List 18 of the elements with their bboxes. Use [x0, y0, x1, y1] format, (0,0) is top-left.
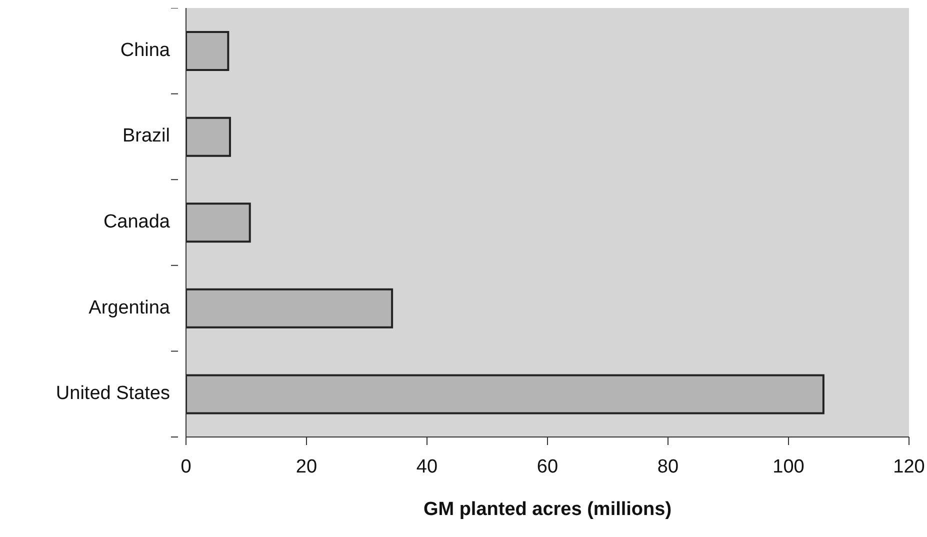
bar	[186, 374, 824, 414]
x-tick-label: 20	[296, 456, 318, 478]
y-tick-label: China	[120, 40, 170, 61]
x-tick-label: 120	[893, 456, 925, 478]
y-tick-label: Brazil	[122, 126, 170, 147]
bar	[186, 202, 251, 243]
y-tick-label: United States	[56, 383, 170, 404]
bar	[186, 31, 230, 72]
x-tick-label: 0	[180, 456, 192, 478]
y-tick-label: Canada	[103, 212, 170, 233]
bar	[186, 116, 231, 157]
x-tick-label: 60	[536, 456, 558, 478]
x-tick-label: 40	[416, 456, 438, 478]
y-tick-label: Argentina	[88, 297, 170, 318]
x-axis-title: GM planted acres (millions)	[423, 499, 672, 520]
bar	[186, 288, 394, 328]
x-tick-label: 100	[772, 456, 804, 478]
x-tick-label: 80	[657, 456, 679, 478]
